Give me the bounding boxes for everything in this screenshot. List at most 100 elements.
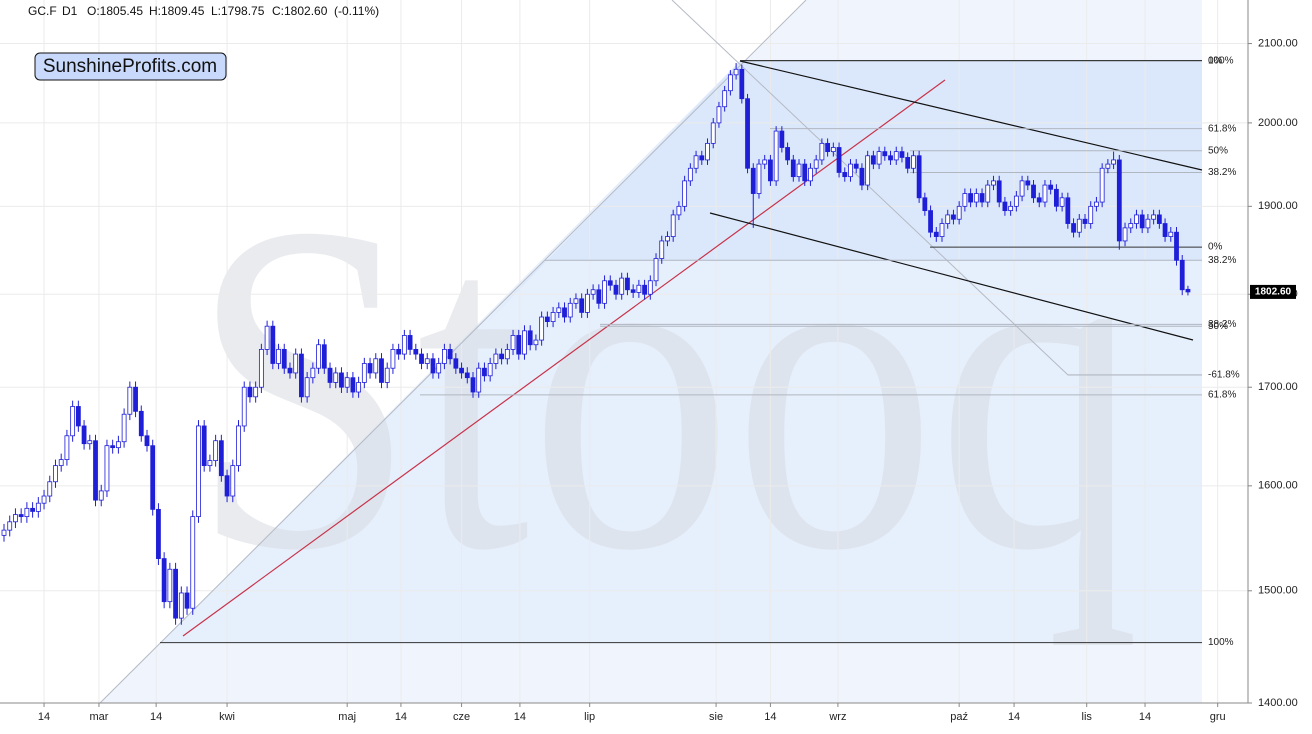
fib-label: 100%: [1208, 637, 1234, 648]
candle-body: [104, 445, 110, 492]
candle-body: [1174, 231, 1179, 261]
candle-body: [888, 155, 893, 161]
candle-body: [682, 180, 688, 207]
candle-body: [213, 440, 219, 462]
candle-body: [196, 425, 201, 518]
candle-body: [161, 558, 167, 603]
candle-body: [459, 367, 464, 374]
candle-body: [1145, 218, 1151, 229]
candle-body: [745, 98, 750, 169]
candle-body: [1019, 180, 1025, 197]
candle-body: [962, 193, 968, 207]
candle-body: [424, 358, 430, 364]
last-price-label: 1802.60: [1255, 287, 1292, 298]
candle-body: [287, 367, 293, 374]
fib-label: 61.8%: [1208, 390, 1236, 401]
x-tick-label: 14: [764, 711, 776, 723]
candle-body: [665, 236, 670, 242]
candle-body: [390, 349, 396, 369]
candle-body: [544, 316, 550, 323]
candle-body: [836, 147, 842, 173]
candle-body: [344, 377, 350, 388]
candle-body: [922, 197, 928, 212]
candle-body: [401, 335, 407, 355]
candle-body: [430, 358, 436, 374]
candle-body: [1099, 167, 1105, 203]
candle-body: [333, 372, 339, 383]
candle-body: [64, 435, 70, 461]
candle-body: [127, 386, 133, 415]
candle-body: [218, 440, 224, 477]
fib-label: 0%: [1208, 55, 1223, 66]
candle-body: [773, 130, 779, 182]
candle-body: [356, 382, 362, 393]
candle-body: [442, 349, 447, 364]
candle-body: [201, 425, 207, 467]
change-value: (-0.11%): [334, 4, 379, 18]
x-tick-label: 14: [395, 711, 407, 723]
candle-body: [636, 284, 642, 293]
candle-body: [138, 410, 144, 437]
candle-body: [281, 349, 287, 369]
candle-body: [642, 284, 647, 295]
candle-body: [1076, 218, 1082, 233]
x-tick-label: 14: [514, 711, 526, 723]
fib-label: 50%: [1208, 145, 1228, 156]
candle-body: [630, 289, 636, 293]
candle-body: [224, 475, 230, 497]
candle-body: [533, 339, 539, 346]
candle-body: [258, 349, 264, 388]
candle-body: [562, 307, 567, 318]
candle-body: [590, 289, 596, 295]
candle-body: [207, 460, 213, 467]
candle-body: [602, 280, 607, 304]
fib-label: 61.8%: [1208, 123, 1236, 134]
candle-body: [911, 155, 916, 169]
candle-body: [1082, 218, 1088, 224]
low-value: L:1798.75: [211, 4, 265, 18]
fib-label: 38.2%: [1208, 319, 1236, 330]
candle-body: [556, 307, 562, 313]
candle-body: [699, 155, 705, 161]
candle-body: [482, 367, 487, 377]
candle-body: [121, 413, 127, 443]
x-tick-label: lis: [1082, 711, 1093, 723]
header: GC.F D1 O:1805.45 H:1809.45 L:1798.75 C:…: [28, 4, 379, 18]
candle-body: [567, 302, 573, 318]
candle-body: [504, 349, 510, 360]
candle-body: [453, 358, 459, 369]
candle-body: [1065, 197, 1071, 224]
candle-body: [716, 106, 722, 124]
candle-body: [973, 193, 979, 203]
y-tick-label: 1700.00: [1258, 381, 1298, 393]
candle-body: [1116, 159, 1122, 242]
candle-body: [24, 507, 30, 518]
candle-body: [825, 142, 831, 153]
candle-body: [813, 159, 819, 169]
candle-body: [756, 163, 762, 194]
candle-body: [687, 167, 693, 182]
candle-body: [1128, 223, 1134, 229]
candle-body: [1122, 227, 1128, 242]
candle-body: [1185, 288, 1191, 293]
fib-label: -61.8%: [1208, 369, 1240, 380]
candle-body: [870, 155, 876, 165]
x-tick-label: paź: [950, 711, 968, 723]
x-tick-label: mar: [89, 711, 108, 723]
fib-label: 50%: [1208, 321, 1228, 332]
candle-body: [762, 159, 768, 165]
candle-body: [750, 167, 756, 194]
candle-body: [327, 367, 333, 383]
candle-body: [419, 353, 424, 364]
candle-body: [1036, 197, 1042, 203]
candle-body: [150, 445, 156, 510]
candle-body: [110, 445, 116, 449]
candle-body: [705, 142, 710, 161]
candle-body: [613, 284, 619, 295]
y-tick-label: 1900.00: [1258, 200, 1298, 212]
candle-body: [579, 298, 585, 313]
candle-body: [361, 363, 367, 383]
y-tick-label: 1400.00: [1258, 697, 1298, 709]
candle-body: [607, 280, 613, 286]
candle-body: [173, 568, 178, 619]
